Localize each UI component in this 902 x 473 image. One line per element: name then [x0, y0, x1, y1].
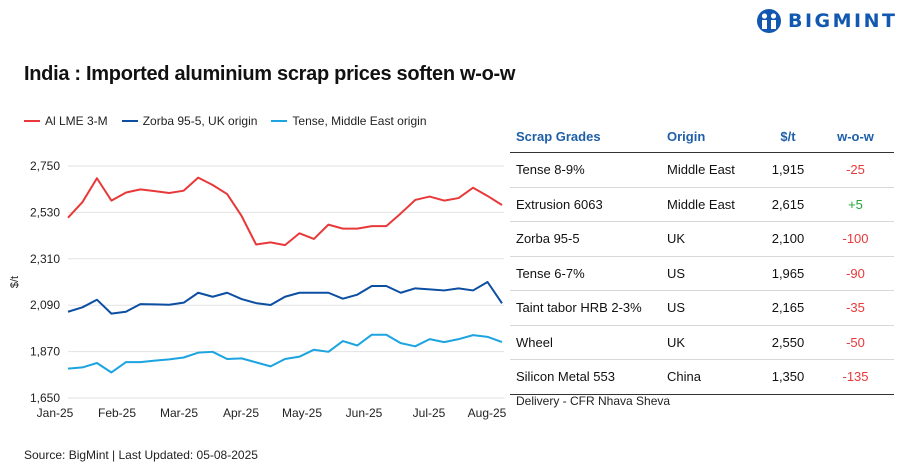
legend-label: Al LME 3-M: [45, 114, 108, 128]
series-line: [67, 281, 503, 315]
cell-grade: Zorba 95-5: [516, 231, 580, 247]
cell-wow: -35: [846, 300, 865, 316]
y-tick-label: 2,530: [30, 205, 60, 219]
cell-wow: -135: [842, 369, 869, 385]
header-price: $/t: [780, 128, 796, 144]
x-tick-label: May-25: [282, 406, 322, 420]
cell-wow: -90: [846, 265, 865, 281]
cell-price: 1,350: [771, 369, 805, 385]
x-tick-label: Aug-25: [468, 406, 507, 420]
cell-price: 1,915: [771, 162, 805, 178]
scrap-price-table: Scrap Grades Origin $/t w-o-w Tense 8-9%…: [510, 120, 894, 395]
legend-label: Zorba 95-5, UK origin: [142, 114, 258, 128]
y-axis-label: $/t: [9, 276, 21, 288]
bigmint-logo: BIGMINT: [756, 8, 898, 34]
cell-wow: -25: [846, 162, 865, 178]
header-grade: Scrap Grades: [516, 128, 601, 144]
cell-wow: -50: [846, 334, 865, 350]
y-tick-label: 2,090: [30, 298, 60, 312]
legend-item: Tense, Middle East origin: [271, 114, 427, 128]
table-row: Wheel UK 2,550 -50: [510, 326, 894, 360]
series-1: [67, 176, 503, 247]
y-tick-label: 2,750: [30, 159, 60, 173]
cell-price: 1,965: [771, 265, 805, 281]
legend-swatch: [24, 120, 40, 122]
table-header: Scrap Grades Origin $/t w-o-w: [510, 120, 894, 153]
table-row: Taint tabor HRB 2-3% US 2,165 -35: [510, 291, 894, 326]
legend-item: Al LME 3-M: [24, 114, 108, 128]
series-line: [67, 176, 503, 247]
cell-grade: Wheel: [516, 334, 553, 350]
cell-origin: UK: [667, 231, 686, 247]
cell-origin: Middle East: [667, 162, 735, 178]
page-title: India : Imported aluminium scrap prices …: [24, 63, 516, 85]
y-tick-label: 1,870: [30, 345, 60, 359]
x-tick-label: Mar-25: [160, 406, 198, 420]
chart-legend: Al LME 3-M Zorba 95-5, UK origin Tense, …: [24, 114, 427, 128]
header-origin: Origin: [667, 128, 706, 144]
cell-grade: Silicon Metal 553: [516, 369, 615, 385]
cell-origin: China: [667, 369, 701, 385]
y-tick-label: 1,650: [30, 391, 60, 405]
cell-origin: US: [667, 265, 686, 281]
delivery-note: Delivery - CFR Nhava Sheva: [516, 394, 671, 408]
cell-grade: Extrusion 6063: [516, 196, 603, 212]
cell-price: 2,550: [771, 334, 805, 350]
cell-origin: US: [667, 300, 686, 316]
bigmint-logo-icon: [757, 9, 781, 33]
x-tick-label: Apr-25: [223, 406, 259, 420]
y-tick-label: 2,310: [30, 252, 60, 266]
header-wow: w-o-w: [837, 128, 874, 144]
table-row: Extrusion 6063 Middle East 2,615 +5: [510, 188, 894, 222]
x-tick-label: Jun-25: [346, 406, 383, 420]
cell-price: 2,615: [771, 196, 805, 212]
cell-origin: UK: [667, 334, 686, 350]
series-3: [67, 333, 503, 374]
table-row: Zorba 95-5 UK 2,100 -100: [510, 222, 894, 257]
legend-swatch: [271, 120, 288, 122]
line-chart: 1,650 1,870 2,090 2,310 2,530 2,750 Jan-25 Feb-…: [9, 159, 507, 420]
source-note: Source: BigMint | Last Updated: 05-08-20…: [24, 448, 258, 462]
legend-item: Zorba 95-5, UK origin: [121, 114, 258, 128]
cell-price: 2,165: [771, 300, 805, 316]
cell-grade: Tense 6-7%: [516, 265, 585, 281]
brand-name: BIGMINT: [788, 10, 898, 32]
x-tick-label: Feb-25: [98, 406, 136, 420]
cell-grade: Taint tabor HRB 2-3%: [516, 300, 642, 316]
table-row: Silicon Metal 553 China 1,350 -135: [510, 360, 894, 395]
cell-wow: +5: [848, 196, 863, 212]
legend-swatch: [121, 120, 138, 122]
x-tick-label: Jan-25: [37, 406, 74, 420]
cell-price: 2,100: [771, 231, 805, 247]
cell-grade: Tense 8-9%: [516, 162, 585, 178]
cell-origin: Middle East: [667, 196, 735, 212]
cell-wow: -100: [842, 231, 869, 247]
series-2: [67, 281, 503, 315]
table-row: Tense 8-9% Middle East 1,915 -25: [510, 153, 894, 188]
legend-label: Tense, Middle East origin: [292, 114, 427, 128]
series-line: [67, 333, 503, 374]
table-row: Tense 6-7% US 1,965 -90: [510, 257, 894, 291]
x-tick-label: Jul-25: [413, 406, 446, 420]
